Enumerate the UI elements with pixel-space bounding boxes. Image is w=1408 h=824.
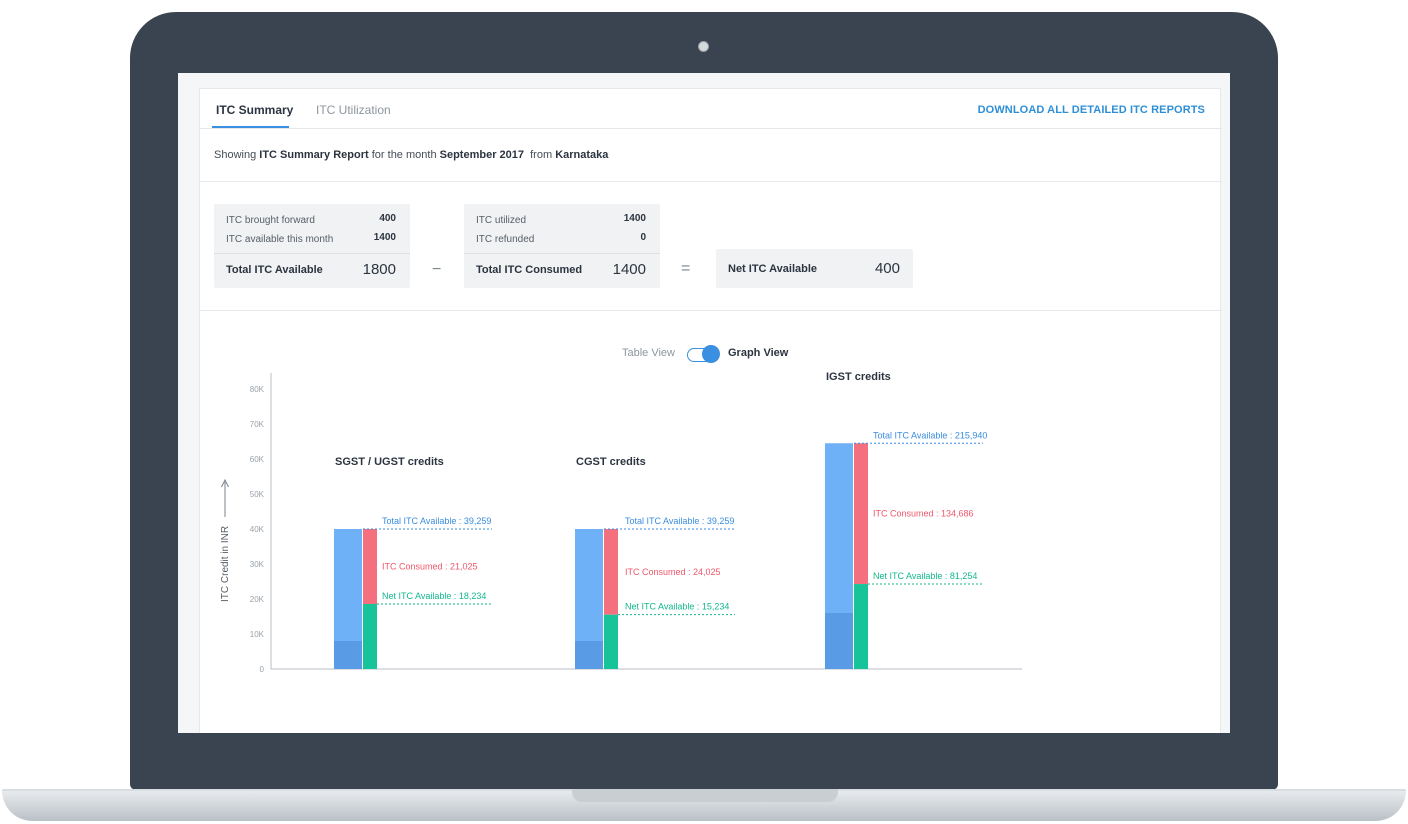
label-consumed: ITC Consumed : 24,025 xyxy=(625,567,721,577)
box-divider xyxy=(214,253,410,254)
laptop-base-notch xyxy=(572,789,838,802)
tab-itc-utilization[interactable]: ITC Utilization xyxy=(316,103,391,117)
row-value: 1400 xyxy=(623,213,646,224)
minus-operator: − xyxy=(432,261,442,278)
net-itc-available-label: Net ITC Available xyxy=(728,263,818,275)
bar-net-available xyxy=(604,614,618,669)
itc-credit-chart: 0 10K 20K 30K 40K 50K 60K 70K 80K ITC Credit in I… xyxy=(220,371,1022,674)
itc-summary-card: ITC Summary ITC Utilization DOWNLOAD ALL… xyxy=(199,88,1222,733)
y-tick-label: 10K xyxy=(250,630,265,639)
y-tick-label: 80K xyxy=(250,385,265,394)
label-consumed: ITC Consumed : 134,686 xyxy=(873,509,974,519)
report-prefix: Showing xyxy=(214,149,260,161)
report-name: ITC Summary Report xyxy=(259,149,369,161)
label-net-available: Net ITC Available : 18,234 xyxy=(382,591,486,601)
bar-net-available xyxy=(363,603,377,669)
group-title: SGST / UGST credits xyxy=(335,456,444,468)
bar-total-available-base xyxy=(575,641,603,669)
row-label: ITC refunded xyxy=(476,234,535,245)
y-axis-label: ITC Credit in INR xyxy=(220,526,231,602)
report-state: Karnataka xyxy=(555,149,609,161)
tab-itc-summary[interactable]: ITC Summary xyxy=(216,103,294,117)
bar-net-available xyxy=(854,584,868,669)
net-itc-available-box: Net ITC Available 400 xyxy=(716,249,913,288)
bar-consumed xyxy=(604,529,618,615)
row-value: 0 xyxy=(640,232,646,243)
total-itc-available-value: 1800 xyxy=(362,261,396,278)
y-tick-label: 60K xyxy=(250,455,265,464)
y-tick-label: 0 xyxy=(260,665,265,674)
y-tick-label: 20K xyxy=(250,595,265,604)
report-month: September 2017 xyxy=(439,149,525,161)
row-value: 1400 xyxy=(373,232,396,243)
box-divider xyxy=(464,253,660,254)
graph-view-label[interactable]: Graph View xyxy=(728,347,789,359)
y-tick-label: 70K xyxy=(250,420,265,429)
group-title: IGST credits xyxy=(826,371,891,383)
bar-consumed xyxy=(363,529,377,604)
report-mid: for the month xyxy=(368,149,440,161)
label-total-available: Total ITC Available : 39,259 xyxy=(382,516,491,526)
bar-total-available-base xyxy=(825,613,853,669)
camera-icon xyxy=(698,41,709,52)
net-itc-available-value: 400 xyxy=(874,260,900,277)
label-total-available: Total ITC Available : 215,940 xyxy=(873,430,987,440)
screen: ITC Summary ITC Utilization DOWNLOAD ALL… xyxy=(178,73,1230,733)
label-total-available: Total ITC Available : 39,259 xyxy=(625,516,734,526)
total-itc-consumed-value: 1400 xyxy=(612,261,646,278)
toggle-knob[interactable] xyxy=(702,345,720,363)
report-description: Showing ITC Summary Report for the month… xyxy=(214,149,608,161)
group-title: CGST credits xyxy=(576,456,646,468)
report-from: from xyxy=(524,149,556,161)
itc-consumed-box: ITC utilized 1400 ITC refunded 0 Total I… xyxy=(464,204,660,288)
divider xyxy=(200,310,1222,311)
active-tab-indicator xyxy=(212,126,289,128)
label-net-available: Net ITC Available : 15,234 xyxy=(625,602,729,612)
row-label: ITC utilized xyxy=(476,215,527,226)
tab-bar: ITC Summary ITC Utilization DOWNLOAD ALL… xyxy=(200,89,1222,129)
row-label: ITC available this month xyxy=(226,234,334,245)
divider xyxy=(200,181,1222,182)
table-view-label[interactable]: Table View xyxy=(622,347,675,359)
download-reports-link[interactable]: DOWNLOAD ALL DETAILED ITC REPORTS xyxy=(977,104,1205,116)
bar-total-available-base xyxy=(334,641,362,669)
y-tick-label: 50K xyxy=(250,490,265,499)
row-label: ITC brought forward xyxy=(226,215,315,226)
label-net-available: Net ITC Available : 81,254 xyxy=(873,571,977,581)
row-value: 400 xyxy=(379,213,396,224)
itc-available-box: ITC brought forward 400 ITC available th… xyxy=(214,204,410,288)
label-consumed: ITC Consumed : 21,025 xyxy=(382,561,478,571)
bar-consumed xyxy=(854,443,868,585)
equals-operator: = xyxy=(681,260,691,277)
y-tick-label: 30K xyxy=(250,560,265,569)
total-itc-consumed-label: Total ITC Consumed xyxy=(476,264,583,276)
y-tick-label: 40K xyxy=(250,525,265,534)
total-itc-available-label: Total ITC Available xyxy=(226,264,323,276)
arrow-up-icon xyxy=(221,478,229,488)
